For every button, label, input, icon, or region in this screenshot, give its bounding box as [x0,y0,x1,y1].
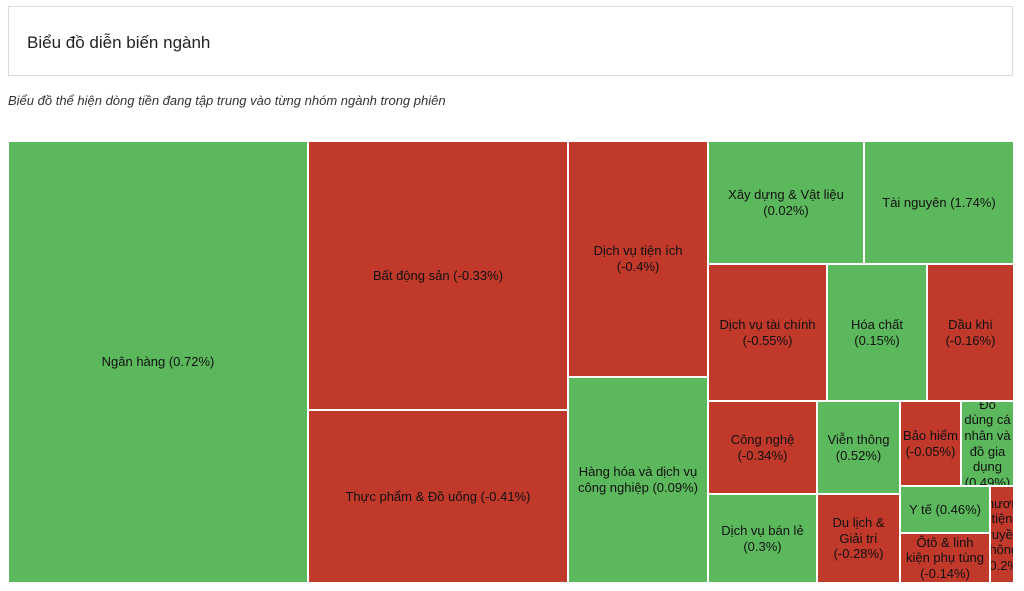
treemap-tile[interactable]: Công nghệ (-0.34%) [708,401,817,494]
chart-title-card: Biểu đồ diễn biến ngành [8,6,1013,76]
treemap-tile-label: Tài nguyên (1.74%) [882,194,996,210]
treemap-tile[interactable]: Dịch vụ tiện ích (-0.4%) [568,141,708,377]
treemap-tile[interactable]: Phương tiện truyền thông (-0.2%) [990,486,1014,583]
treemap-tile[interactable]: Xây dựng & Vật liệu (0.02%) [708,141,864,264]
treemap-tile-label: Du lịch & Giải trí (-0.28%) [832,515,885,562]
treemap-tile[interactable]: Dịch vụ tài chính (-0.55%) [708,264,827,401]
treemap-tile-label: Bất động sản (-0.33%) [372,267,504,283]
treemap-tile-label: Viễn thông (0.52%) [827,431,890,463]
treemap-tile[interactable]: Hàng hóa và dịch vụ công nghiệp (0.09%) [568,377,708,583]
treemap-tile[interactable]: Viễn thông (0.52%) [817,401,900,494]
treemap-tile[interactable]: Ngân hàng (0.72%) [8,141,308,583]
treemap-tile[interactable]: Bảo hiểm (-0.05%) [900,401,961,486]
treemap-tile[interactable]: Y tế (0.46%) [900,486,990,533]
treemap-tile[interactable]: Dầu khí (-0.16%) [927,264,1014,401]
treemap-tile-label: Dịch vụ tiện ích (-0.4%) [593,243,683,274]
treemap-tile-label: Ngân hàng (0.72%) [101,354,215,370]
treemap-tile[interactable]: Du lịch & Giải trí (-0.28%) [817,494,900,583]
treemap-tile-label: Dịch vụ bán lẻ (0.3%) [721,522,804,554]
treemap-tile-label: Hóa chất (0.15%) [850,316,904,348]
page-title: Biểu đồ diễn biến ngành [27,33,211,52]
treemap-tile-label: Phương tiện truyền thông (-0.2%) [990,495,1013,573]
treemap-tile-label: Thực phẩm & Đồ uống (-0.41%) [345,488,531,504]
treemap-tile-label: Hàng hóa và dịch vụ công nghiệp (0.09%) [578,464,698,495]
treemap-tile-label: Y tế (0.46%) [908,501,982,517]
treemap-tile[interactable]: Ôtô & linh kiện phụ tùng (-0.14%) [900,533,990,583]
treemap-tile-label: Ôtô & linh kiện phụ tùng (-0.14%) [905,534,985,581]
treemap-tile[interactable]: Đồ dùng cá nhân và đồ gia dụng (0.49%) [961,401,1014,486]
treemap-tile-label: Bảo hiểm (-0.05%) [903,427,958,459]
sector-treemap: Ngân hàng (0.72%) Bất động sản (-0.33%) Th… [8,141,1014,583]
treemap-tile-label: Dịch vụ tài chính (-0.55%) [719,316,816,348]
treemap-tile[interactable]: Hóa chất (0.15%) [827,264,927,401]
treemap-tile-label: Dầu khí (-0.16%) [945,316,996,348]
treemap-tile[interactable]: Bất động sản (-0.33%) [308,141,568,410]
treemap-tile[interactable]: Dịch vụ bán lẻ (0.3%) [708,494,817,583]
treemap-tile[interactable]: Tài nguyên (1.74%) [864,141,1014,264]
treemap-tile[interactable]: Thực phẩm & Đồ uống (-0.41%) [308,410,568,583]
treemap-tile-label: Công nghệ (-0.34%) [730,431,795,463]
treemap-tile-label: Đồ dùng cá nhân và đồ gia dụng (0.49%) [964,401,1011,486]
treemap-tile-label: Xây dựng & Vật liệu (0.02%) [728,186,844,218]
chart-subtitle: Biểu đồ thể hiện dòng tiền đang tập trun… [8,93,446,108]
